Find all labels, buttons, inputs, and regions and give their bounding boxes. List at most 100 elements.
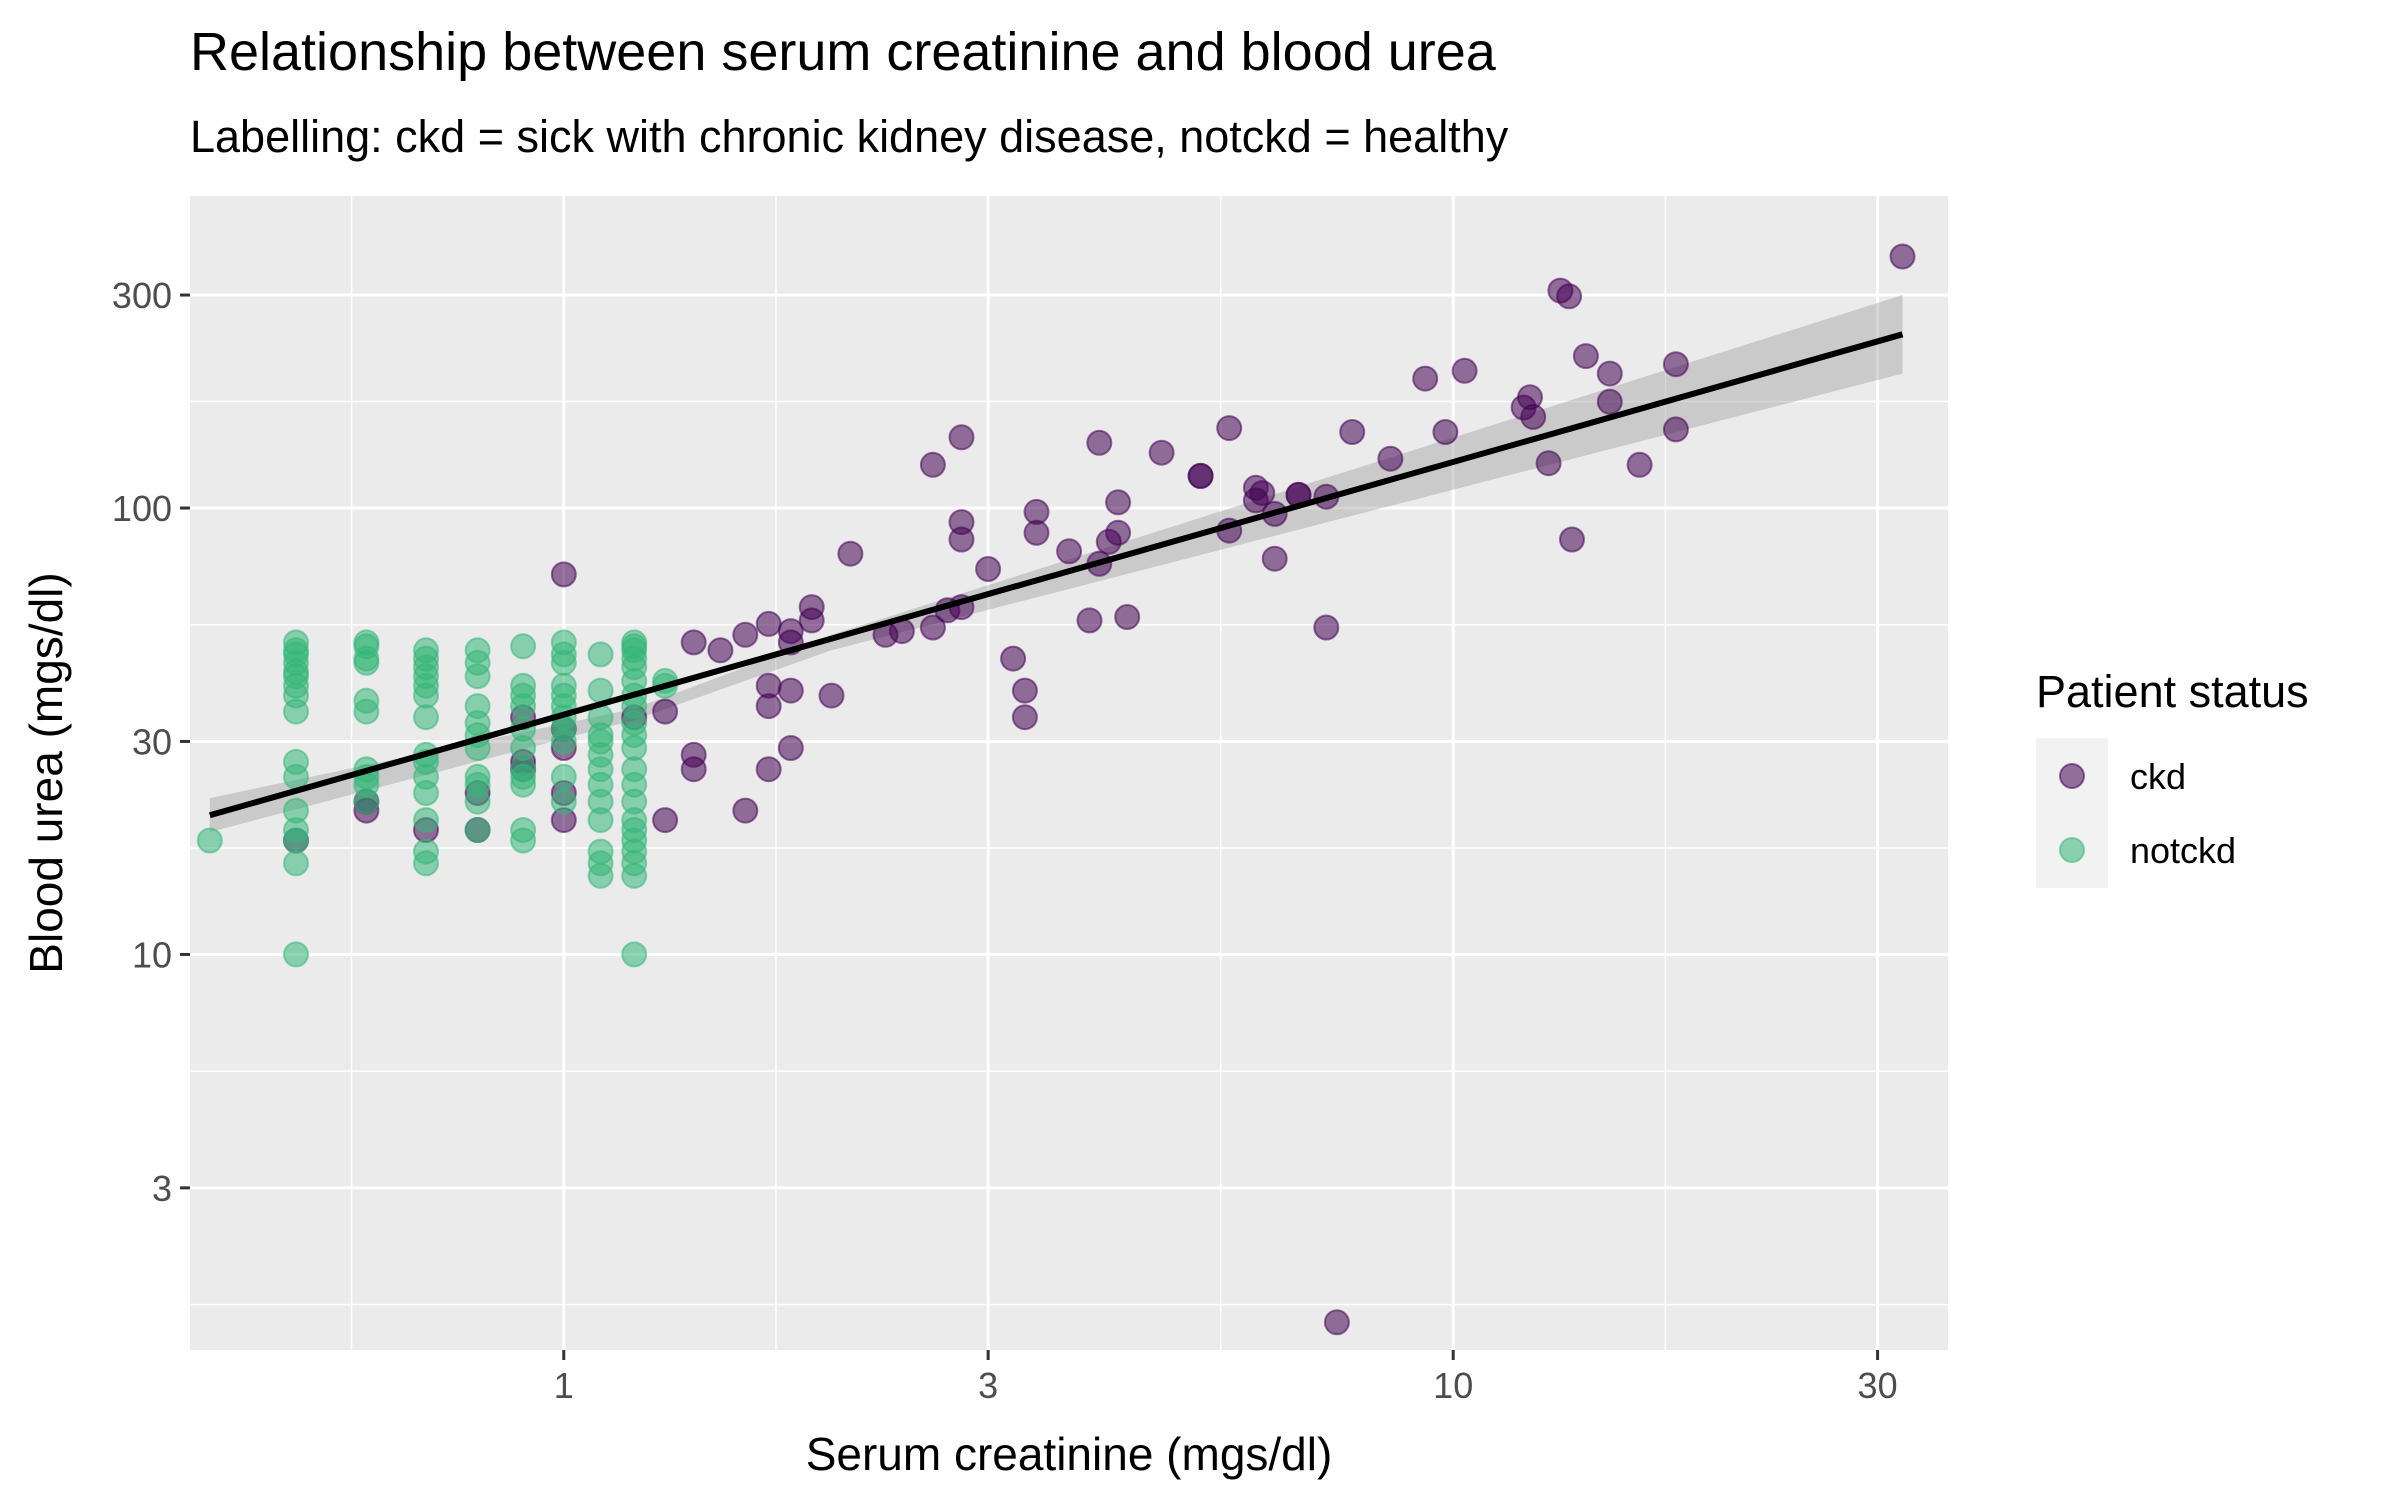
- point-ckd: [948, 526, 975, 553]
- point-notckd: [413, 807, 439, 834]
- point-ckd: [680, 741, 707, 768]
- point-ckd: [1076, 607, 1103, 634]
- point-notckd: [621, 941, 648, 968]
- point-notckd: [550, 788, 577, 815]
- point-ckd: [732, 621, 759, 648]
- point-ckd: [1662, 351, 1689, 378]
- point-ckd: [1313, 614, 1340, 641]
- legend-label-notckd: notckd: [2130, 830, 2236, 871]
- chart-title: Relationship between serum creatinine an…: [190, 22, 1497, 82]
- y-axis: 3 10 30 100 300: [112, 275, 190, 1209]
- point-notckd: [464, 763, 491, 790]
- fit-line: [208, 331, 1904, 819]
- point-notckd: [550, 629, 577, 656]
- point-ckd: [1148, 439, 1175, 466]
- point-ckd: [1105, 489, 1132, 516]
- point-ckd: [652, 807, 679, 834]
- point-notckd: [587, 641, 614, 668]
- point-ckd: [1086, 429, 1113, 456]
- point-notckd: [283, 629, 309, 656]
- point-notckd: [510, 672, 537, 699]
- point-ckd: [1596, 388, 1623, 415]
- point-ckd: [777, 735, 804, 761]
- point-ckd: [1520, 403, 1547, 430]
- y-tick-label: 300: [112, 275, 172, 316]
- point-ckd: [550, 561, 577, 588]
- point-ckd: [680, 629, 707, 656]
- point-ckd: [1261, 545, 1288, 572]
- point-ckd: [1323, 1309, 1350, 1336]
- x-axis: 1 3 10 30: [554, 1350, 1898, 1406]
- y-tick-label: 100: [112, 488, 172, 529]
- legend-key-notckd: [2059, 837, 2085, 863]
- point-notckd: [550, 672, 577, 699]
- point-ckd: [1056, 538, 1083, 565]
- point-notckd: [283, 850, 309, 877]
- point-notckd: [550, 763, 577, 790]
- point-ckd: [919, 451, 946, 478]
- legend-key-ckd: [2059, 763, 2085, 789]
- point-ckd: [837, 540, 864, 567]
- point-ckd: [652, 698, 679, 725]
- point-ckd: [1556, 283, 1583, 310]
- point-notckd: [283, 941, 309, 968]
- point-ckd: [1626, 451, 1653, 478]
- point-ckd: [1377, 445, 1404, 472]
- point-ckd: [1559, 526, 1585, 553]
- point-ckd: [1412, 365, 1439, 392]
- point-ckd: [1572, 343, 1599, 370]
- point-ckd: [1000, 645, 1027, 672]
- point-notckd: [413, 838, 439, 865]
- point-ckd: [1249, 480, 1276, 507]
- point-notckd: [464, 637, 491, 664]
- fit-line-layer: [208, 331, 1904, 819]
- point-notckd: [510, 817, 537, 843]
- point-ckd: [755, 756, 782, 783]
- point-ckd: [1011, 677, 1038, 704]
- chart-subtitle: Labelling: ckd = sick with chronic kidne…: [190, 111, 1509, 162]
- point-ckd: [1011, 704, 1038, 731]
- point-ckd: [1535, 450, 1562, 477]
- x-tick-label: 3: [978, 1365, 998, 1406]
- point-ckd: [777, 677, 804, 704]
- point-notckd: [621, 629, 648, 656]
- point-ckd: [707, 637, 734, 664]
- point-ckd: [1187, 462, 1214, 489]
- point-ckd: [1662, 416, 1689, 443]
- point-notckd: [353, 629, 380, 656]
- point-notckd: [196, 827, 223, 854]
- point-ckd: [919, 614, 946, 641]
- fit-confidence-band-layer: [209, 295, 1903, 833]
- point-notckd: [413, 637, 439, 664]
- point-ckd: [798, 594, 825, 621]
- point-ckd: [1105, 519, 1132, 546]
- point-notckd: [587, 838, 614, 865]
- legend-label-ckd: ckd: [2130, 756, 2186, 797]
- point-ckd: [948, 424, 975, 451]
- point-notckd: [464, 817, 491, 843]
- point-ckd: [1114, 604, 1141, 630]
- y-axis-title: Blood urea (mgs/dl): [20, 572, 72, 973]
- fit-confidence-band: [209, 295, 1903, 833]
- point-ckd: [1451, 357, 1478, 384]
- legend-key-background: [2036, 738, 2108, 888]
- y-tick-label: 3: [152, 1168, 172, 1209]
- point-ckd: [1023, 498, 1050, 525]
- legend: Patient status ckd notckd: [2036, 666, 2309, 888]
- x-tick-label: 10: [1433, 1365, 1473, 1406]
- x-tick-label: 30: [1858, 1365, 1898, 1406]
- point-notckd: [283, 748, 309, 775]
- point-ckd: [975, 556, 1002, 582]
- point-notckd: [510, 633, 537, 660]
- x-axis-title: Serum creatinine (mgs/dl): [806, 1428, 1333, 1480]
- point-notckd: [464, 693, 491, 720]
- point-ckd: [1596, 360, 1623, 387]
- point-notckd: [413, 704, 439, 731]
- point-notckd: [283, 797, 309, 824]
- point-ckd: [732, 797, 759, 824]
- point-ckd: [755, 672, 782, 699]
- point-ckd: [1339, 419, 1366, 445]
- x-tick-label: 1: [554, 1365, 574, 1406]
- point-notckd: [353, 687, 380, 714]
